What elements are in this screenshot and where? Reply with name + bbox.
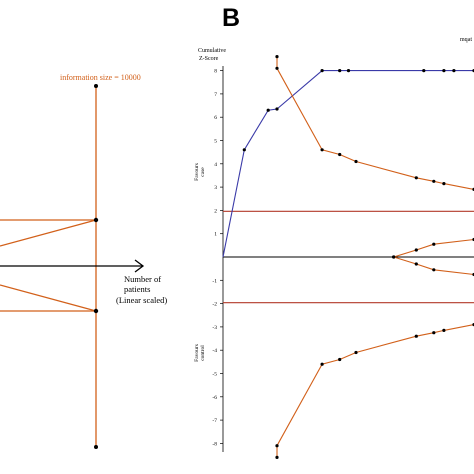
panel-a-axis-label-1: Number of [124,274,161,284]
panel-a-size-bottom-point [94,445,98,449]
data-point [338,152,342,157]
series-line-lower-boundary [276,324,474,458]
y-tick-label: 7 [214,92,217,98]
data-point [392,255,396,259]
y-tick-label: 4 [214,162,217,168]
data-point [266,108,270,112]
data-point [452,69,456,73]
panel-b-corner-label: mqat [460,37,472,43]
data-point [275,66,279,70]
data-point [432,331,436,335]
data-point [275,55,279,59]
data-point [414,248,418,252]
data-point [442,69,446,73]
panel-a-upper-point [93,217,99,223]
data-point [354,159,358,164]
y-tick-label: -6 [212,395,217,401]
panel-b-ylabel-1: Cumulative [198,48,226,54]
series-line-futility-lower [393,256,474,276]
panel-a-information-size-label: information size = 10000 [60,73,141,82]
panel-b-ylabel-2: Z-Score [199,56,219,62]
y-tick-label: -4 [212,348,217,354]
panel-a-lower-point [93,308,99,314]
data-point [275,444,279,448]
series-line-cumulative-z [222,70,474,258]
data-point [414,334,418,338]
panel-a: information size = 10000 Number of patie… [0,73,167,449]
y-tick-label: -8 [212,441,217,447]
panel-b-favours-control-1: Favours [194,344,200,362]
data-point [432,268,436,272]
data-point [275,455,279,459]
panel-b-favours-control-2: control [200,345,206,361]
data-point [442,328,446,332]
panel-a-arrow-head [134,259,145,273]
data-point [442,182,446,186]
data-point [422,69,426,73]
panel-b-favours-case-1: Favours [194,163,200,181]
data-point [414,176,418,180]
data-point [346,69,351,73]
data-point [338,357,342,362]
panel-b-reference-lines [223,210,474,304]
panel-a-axis-label-3: (Linear scaled) [116,295,167,305]
y-tick-label: -7 [212,418,217,424]
panel-a-axis-label-2: patients [124,284,150,294]
panel-b: B mqat Cumulative Z-Score Favours case F… [194,4,474,459]
data-point [320,69,324,73]
panel-a-upper-boundary-diag [0,219,97,247]
y-tick-label: 8 [214,69,217,75]
data-point [275,107,279,111]
series-line-upper-boundary [276,56,474,190]
y-tick-label: 2 [214,208,217,214]
data-point [338,69,342,73]
y-tick-label: -2 [212,302,217,308]
data-point [432,242,436,246]
panel-a-lower-boundary-diag [0,284,97,312]
panel-b-favours-case-2: case [200,167,206,177]
panel-a-size-top-point [94,84,98,88]
series-line-futility-upper [393,238,474,258]
panel-b-series [222,55,474,459]
data-point [320,148,324,152]
data-point [432,179,436,183]
y-tick-label: -3 [212,325,217,331]
data-point [414,262,418,266]
y-tick-label: 3 [214,185,217,191]
panel-b-letter: B [222,4,240,32]
data-point [320,362,324,366]
data-point [354,350,358,355]
panel-b-y-ticks: -8 -7 -6 -5 -4 -3 -2 -1 1 2 3 4 5 6 7 8 [212,69,223,447]
y-tick-label: 1 [214,232,217,238]
y-tick-label: 5 [214,139,217,145]
y-tick-label: -1 [212,278,217,284]
y-tick-label: 6 [214,115,217,121]
y-tick-label: -5 [212,372,217,378]
data-point [242,148,246,152]
